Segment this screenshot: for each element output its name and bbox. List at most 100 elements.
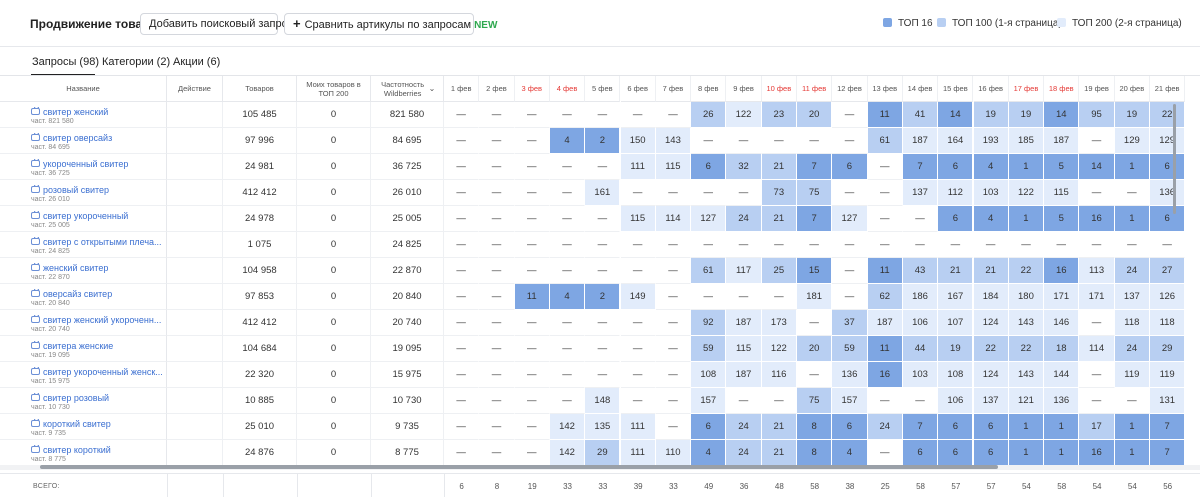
action-cell[interactable] (167, 388, 223, 414)
table-row-name: оверсайз свитер част. 20 840 (0, 284, 167, 310)
query-link[interactable]: свитер с открытыми плеча... (31, 237, 162, 247)
position-cell: 6 (938, 206, 974, 232)
position-cell: 8 (797, 414, 833, 440)
position-cell: 11 (867, 102, 903, 128)
position-cell: 115 (726, 336, 762, 362)
position-cell: 24 (726, 414, 762, 440)
total-value: 48 (774, 482, 784, 491)
position-cell: — (832, 128, 868, 154)
col-header-day: 4 фев (549, 76, 586, 102)
position-cell: 16 (1079, 440, 1115, 466)
query-link[interactable]: свитер оверсайз (31, 133, 112, 143)
frequency-cell: 25 005 (371, 206, 444, 232)
tab-promotions[interactable]: Акции (6) (173, 56, 221, 68)
position-cell: — (726, 388, 762, 414)
vertical-scrollbar[interactable] (1173, 104, 1176, 214)
tab-categories[interactable]: Категории (2) (102, 56, 171, 68)
query-link[interactable]: свитера женские (31, 341, 113, 351)
col-header-name[interactable]: Название (0, 76, 167, 102)
action-cell[interactable] (167, 284, 223, 310)
action-cell[interactable] (167, 232, 223, 258)
action-cell[interactable] (167, 440, 223, 466)
position-cell: 143 (1008, 362, 1045, 388)
position-cell: 111 (620, 440, 656, 466)
position-cell: 14 (1079, 154, 1115, 180)
total-value: 54 (1092, 482, 1102, 491)
add-query-button[interactable]: Добавить поисковый запрос (140, 13, 293, 35)
frequency-cell: 36 725 (371, 154, 444, 180)
my-goods-cell: 0 (297, 388, 371, 414)
col-header-day: 21 фев (1150, 76, 1186, 102)
action-cell[interactable] (167, 310, 223, 336)
query-link[interactable]: свитер розовый (31, 393, 109, 403)
goods-cell: 22 320 (223, 362, 297, 388)
position-cell: 7 (797, 206, 833, 232)
position-cell: — (691, 232, 727, 258)
query-link[interactable]: свитер укороченный (31, 211, 128, 221)
position-cell: — (655, 362, 692, 388)
table-row-name: укороченный свитер част. 36 725 (0, 154, 167, 180)
action-cell[interactable] (167, 258, 223, 284)
query-frequency-label: част. 8 775 (31, 456, 66, 463)
position-cell: — (761, 128, 797, 154)
position-cell: — (479, 310, 515, 336)
query-link[interactable]: оверсайз свитер (31, 289, 112, 299)
col-header-day: 10 фев (761, 76, 797, 102)
position-cell: 115 (620, 206, 656, 232)
table-row-name: свитер оверсайз част. 84 695 (0, 128, 167, 154)
query-frequency-label: част. 821 580 (31, 118, 74, 125)
position-cell: 110 (655, 440, 692, 466)
position-cell: 1 (1114, 154, 1150, 180)
col-header-day: 13 фев (867, 76, 903, 102)
col-header-action[interactable]: Действие (167, 76, 223, 102)
query-link[interactable]: свитер короткий (31, 445, 111, 455)
position-cell: 4 (832, 440, 868, 466)
action-cell[interactable] (167, 362, 223, 388)
position-cell: 4 (691, 440, 727, 466)
query-link[interactable]: женский свитер (31, 263, 108, 273)
position-cell: — (1008, 232, 1045, 258)
position-cell: 21 (761, 154, 797, 180)
action-cell[interactable] (167, 414, 223, 440)
position-cell: 136 (1044, 388, 1080, 414)
position-cell: — (1044, 232, 1080, 258)
query-link[interactable]: свитер женский укороченн... (31, 315, 161, 325)
query-link[interactable]: свитер укороченный женск... (31, 367, 163, 377)
query-link[interactable]: свитер женский (31, 107, 108, 117)
horizontal-scrollbar[interactable] (0, 465, 1200, 470)
action-cell[interactable] (167, 336, 223, 362)
position-cell: — (867, 388, 903, 414)
goods-cell: 24 876 (223, 440, 297, 466)
new-badge: NEW (474, 20, 498, 31)
position-cell: 6 (902, 440, 939, 466)
query-link[interactable]: укороченный свитер (31, 159, 128, 169)
action-cell[interactable] (167, 154, 223, 180)
action-cell[interactable] (167, 128, 223, 154)
col-header-goods[interactable]: Товаров (223, 76, 297, 102)
horizontal-scrollbar-thumb[interactable] (40, 465, 998, 469)
col-header-frequency[interactable]: Частотность Wildberries ⌄ (371, 76, 444, 102)
position-cell: 121 (1008, 388, 1045, 414)
tab-queries[interactable]: Запросы (98) (32, 56, 99, 68)
goods-cell: 24 981 (223, 154, 297, 180)
position-cell: 117 (726, 258, 762, 284)
action-cell[interactable] (167, 102, 223, 128)
position-cell: — (655, 336, 692, 362)
position-cell: — (549, 180, 586, 206)
position-cell: 25 (761, 258, 797, 284)
compare-articles-button[interactable]: + Сравнить артикулы по запросам NEW (284, 13, 497, 35)
col-header-my-goods[interactable]: Моих товаров в ТОП 200 (297, 76, 371, 102)
position-cell: 6 (938, 154, 974, 180)
position-cell: 26 (691, 102, 727, 128)
goods-cell: 97 996 (223, 128, 297, 154)
action-cell[interactable] (167, 180, 223, 206)
query-link[interactable]: короткий свитер (31, 419, 111, 429)
query-link[interactable]: розовый свитер (31, 185, 109, 195)
position-cell: 187 (726, 362, 762, 388)
col-header-day: 11 фев (797, 76, 833, 102)
action-cell[interactable] (167, 206, 223, 232)
position-cell: 6 (1150, 206, 1186, 232)
position-cell: 1 (1008, 440, 1045, 466)
position-cell: 20 (797, 102, 833, 128)
position-cell: 136 (1150, 180, 1186, 206)
